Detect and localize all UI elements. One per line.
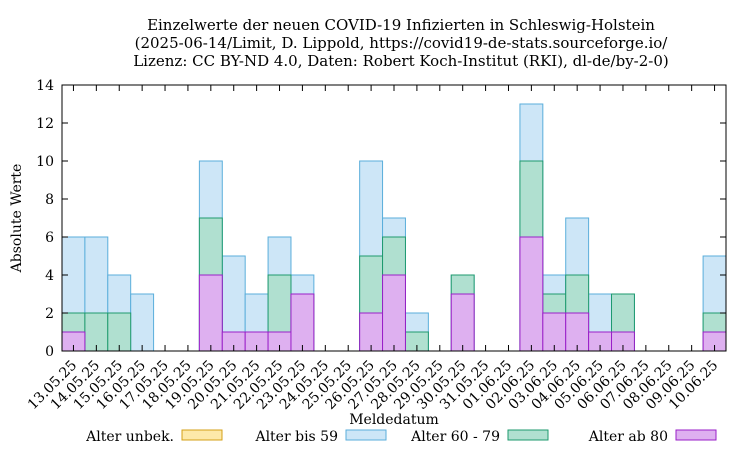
- y-axis-label: Absolute Werte: [9, 164, 25, 274]
- y-tick-label-6: 6: [45, 230, 54, 246]
- bar-s1-16.05.25: [130, 293, 155, 352]
- chart-title-line-3: Lizenz: CC BY-ND 4.0, Daten: Robert Koch…: [133, 52, 669, 70]
- bars-layer: [61, 103, 727, 352]
- y-tick-label-8: 8: [45, 192, 54, 208]
- legend-label-0: Alter unbek.: [85, 429, 174, 445]
- legend-swatch-1: [345, 429, 387, 441]
- legend-label-1: Alter bis 59: [254, 429, 338, 445]
- legend-swatch-0: [181, 429, 223, 441]
- bar-s3-19.05.25: [198, 274, 223, 352]
- bar-s3-23.05.25: [290, 293, 315, 352]
- legend-label-2: Alter 60 - 79: [410, 429, 500, 445]
- bar-s3-02.06.25: [519, 236, 544, 352]
- legend-swatch-3: [675, 429, 717, 441]
- y-tick-label-0: 0: [45, 344, 54, 360]
- y-axis: 0 2 4 6 8 10 12 14: [36, 78, 726, 360]
- legend-swatch-2: [507, 429, 549, 441]
- plot-frame: [61, 84, 727, 352]
- y-tick-label-4: 4: [45, 268, 54, 284]
- y-tick-label-2: 2: [45, 306, 54, 322]
- legend: Alter unbek. Alter bis 59 Alter 60 - 79 Alt…: [85, 429, 717, 445]
- chart-title: Einzelwerte der neuen COVID-19 Infiziert…: [133, 16, 669, 70]
- y-tick-label-12: 12: [36, 116, 54, 132]
- chart-title-line-1: Einzelwerte der neuen COVID-19 Infiziert…: [147, 16, 655, 34]
- chart-title-line-2: (2025-06-14/Limit, D. Lippold, https://c…: [135, 34, 669, 52]
- legend-label-3: Alter ab 80: [588, 429, 668, 445]
- bar-s3-27.05.25: [382, 274, 406, 352]
- y-tick-label-10: 10: [36, 154, 54, 170]
- x-axis-label: Meldedatum: [349, 412, 439, 428]
- y-tick-label-14: 14: [36, 78, 54, 94]
- bar-s3-30.05.25: [450, 293, 475, 352]
